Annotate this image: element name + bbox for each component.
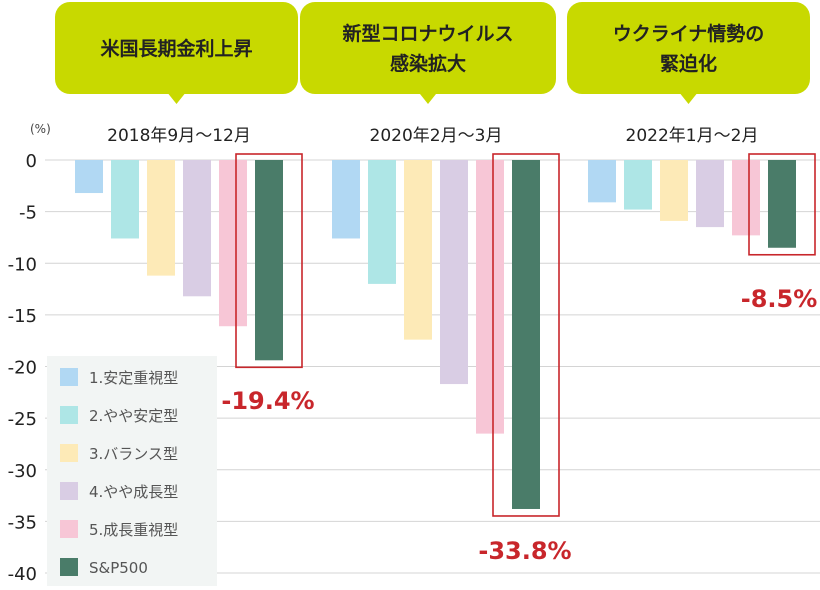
- bar: [147, 160, 175, 276]
- bar: [768, 160, 796, 248]
- period-labels: 2018年9月～12月 2020年2月～3月 2022年1月～2月: [107, 126, 758, 146]
- bar: [332, 160, 360, 239]
- legend-label: 5.成長重視型: [89, 521, 178, 539]
- legend-swatch: [60, 520, 78, 538]
- legend: 1.安定重視型 2.やや安定型 3.バランス型 4.やや成長型 5.成長重視型 S&P50…: [47, 356, 217, 586]
- bar: [255, 160, 283, 361]
- bar: [219, 160, 247, 327]
- event-callout-pointer: [680, 94, 697, 104]
- bar: [696, 160, 724, 228]
- y-tick-label: -5: [19, 203, 37, 224]
- legend-label: 4.やや成長型: [89, 483, 178, 501]
- highlight-boxes: [235, 153, 816, 517]
- bar: [660, 160, 688, 221]
- highlight-box: [235, 153, 303, 369]
- legend-swatch: [60, 558, 78, 576]
- highlight-box: [492, 153, 560, 517]
- y-tick-label: -30: [8, 461, 37, 482]
- bar: [75, 160, 103, 194]
- legend-swatch: [60, 482, 78, 500]
- bar: [624, 160, 652, 210]
- bar: [183, 160, 211, 297]
- y-tick-label: -15: [8, 306, 37, 327]
- event-callout-box: [300, 2, 556, 94]
- highlight-box: [748, 153, 816, 256]
- legend-label: 1.安定重視型: [89, 369, 178, 387]
- data-label: -33.8%: [478, 537, 571, 565]
- event-title: 新型コロナウイルス感染拡大: [342, 22, 513, 75]
- event-callout-pointer: [168, 94, 185, 104]
- bar: [588, 160, 616, 203]
- legend-label: S&P500: [89, 559, 148, 577]
- data-label: -19.4%: [221, 387, 314, 415]
- data-label: -8.5%: [741, 285, 818, 313]
- legend-label: 3.バランス型: [89, 445, 178, 463]
- bar: [111, 160, 139, 239]
- bar: [368, 160, 396, 284]
- event-title: 米国長期金利上昇: [100, 37, 252, 60]
- y-tick-label: -25: [8, 409, 37, 430]
- y-axis-unit: (%): [30, 122, 51, 136]
- legend-background: [47, 356, 217, 586]
- bar: [512, 160, 540, 509]
- y-tick-label: -10: [8, 254, 37, 275]
- period-label: 2018年9月～12月: [107, 126, 251, 146]
- period-label: 2022年1月～2月: [626, 126, 759, 146]
- y-tick-label: 0: [26, 151, 37, 172]
- period-label: 2020年2月～3月: [370, 126, 503, 146]
- data-labels: -19.4% -33.8% -8.5%: [221, 285, 817, 565]
- bars: [75, 160, 796, 509]
- bar: [476, 160, 504, 434]
- event-callout-box: [55, 2, 298, 94]
- legend-swatch: [60, 368, 78, 386]
- event-callout-box: [567, 2, 810, 94]
- legend-swatch: [60, 406, 78, 424]
- bar: [404, 160, 432, 340]
- y-tick-label: -35: [8, 512, 37, 533]
- legend-label: 2.やや安定型: [89, 407, 178, 425]
- event-callouts: 米国長期金利上昇 新型コロナウイルス感染拡大 ウクライナ情勢の緊迫化: [55, 2, 810, 104]
- y-tick-label: -40: [8, 564, 37, 585]
- bar: [440, 160, 468, 385]
- event-title: ウクライナ情勢の緊迫化: [613, 22, 765, 75]
- bar: [732, 160, 760, 236]
- legend-swatch: [60, 444, 78, 462]
- y-tick-label: -20: [8, 358, 37, 379]
- event-callout-pointer: [420, 94, 436, 104]
- y-axis-ticks: 0 -5 -10 -15 -20 -25 -30 -35 -40: [8, 151, 37, 585]
